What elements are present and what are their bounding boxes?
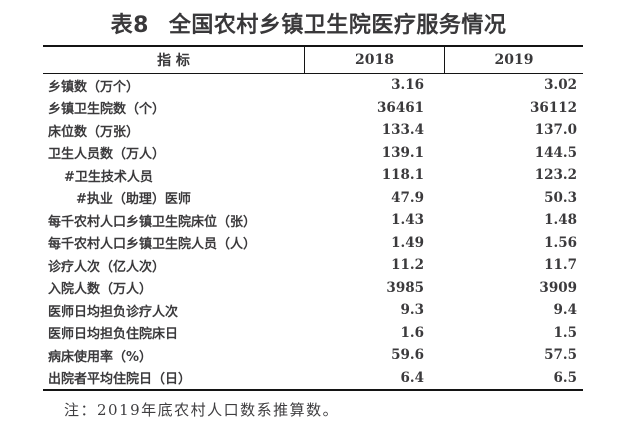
- value-2019-cell: 3909: [539, 279, 577, 296]
- table-body: 乡镇数（万个） 3.16 3.02 乡镇卫生院数（个） 36461 36112 …: [43, 74, 583, 389]
- table-header-row: 指 标 2018 2019: [43, 47, 583, 74]
- table-title: 表8 全国农村乡镇卫生院医疗服务情况: [0, 7, 617, 39]
- indicator-cell: 乡镇卫生院数（个）: [48, 102, 166, 118]
- indicator-cell: 医师日均担负住院床日: [48, 327, 179, 343]
- value-2018-cell: 6.4: [400, 369, 425, 386]
- value-2018-cell: 3.16: [391, 77, 424, 94]
- value-2019-cell: 137.0: [534, 122, 577, 139]
- value-2018-cell: 36461: [377, 99, 424, 116]
- table-row: 卫生人员数（万人） 139.1 144.5: [43, 142, 583, 165]
- table-row: 医师日均担负住院床日 1.6 1.5: [43, 322, 583, 345]
- indicator-cell: 每千农村人口乡镇卫生院床位（张）: [48, 214, 257, 230]
- indicator-cell: 每千农村人口乡镇卫生院人员（人）: [48, 237, 257, 253]
- indicator-cell: 卫生人员数（万人）: [48, 147, 166, 163]
- value-2018-cell: 1.43: [391, 212, 424, 229]
- table-row: 床位数（万张） 133.4 137.0: [43, 119, 583, 142]
- indicator-cell: 床位数（万张）: [48, 124, 140, 140]
- value-2018-cell: 11.2: [391, 257, 424, 274]
- table-row: #卫生技术人员 118.1 123.2: [43, 164, 583, 187]
- value-2018-cell: 1.49: [391, 234, 424, 251]
- value-2018-cell: 47.9: [391, 189, 424, 206]
- value-2018-cell: 139.1: [381, 144, 424, 161]
- value-2019-cell: 1.48: [544, 212, 577, 229]
- indicator-cell: 病床使用率（%）: [48, 349, 153, 365]
- indicator-cell: 入院人数（万人）: [48, 282, 153, 298]
- table-number: 表8: [110, 13, 149, 38]
- value-2019-cell: 50.3: [544, 189, 577, 206]
- value-2018-cell: 3985: [386, 279, 424, 296]
- value-2019-cell: 9.4: [553, 302, 578, 319]
- table-row: 每千农村人口乡镇卫生院床位（张） 1.43 1.48: [43, 209, 583, 232]
- value-2019-cell: 1.56: [544, 234, 577, 251]
- value-2019-cell: 36112: [530, 99, 577, 116]
- value-2019-cell: 123.2: [534, 167, 577, 184]
- value-2018-cell: 9.3: [400, 302, 425, 319]
- table-row: 诊疗人次（亿人次） 11.2 11.7: [43, 254, 583, 277]
- table-row: 病床使用率（%） 59.6 57.5: [43, 344, 583, 367]
- table-row: 乡镇数（万个） 3.16 3.02: [43, 74, 583, 97]
- header-cell-2019: 2019: [444, 47, 583, 73]
- indicator-cell: 医师日均担负诊疗人次: [48, 304, 179, 320]
- table-row: #执业（助理）医师 47.9 50.3: [43, 187, 583, 210]
- statistics-table: 指 标 2018 2019 乡镇数（万个） 3.16 3.02 乡镇卫生院数（个…: [43, 45, 583, 391]
- table-title-text: 全国农村乡镇卫生院医疗服务情况: [168, 13, 507, 38]
- value-2019-cell: 1.5: [553, 324, 578, 341]
- header-cell-2018: 2018: [304, 47, 444, 73]
- value-2018-cell: 59.6: [391, 347, 424, 364]
- footnote: 注：2019年底农村人口数系推算数。: [64, 401, 340, 419]
- value-2019-cell: 3.02: [544, 77, 577, 94]
- value-2019-cell: 6.5: [553, 369, 578, 386]
- value-2018-cell: 1.6: [400, 324, 425, 341]
- indicator-cell: 诊疗人次（亿人次）: [48, 259, 166, 275]
- value-2019-cell: 11.7: [544, 257, 577, 274]
- table-row: 入院人数（万人） 3985 3909: [43, 277, 583, 300]
- indicator-cell: #执业（助理）医师: [76, 192, 191, 208]
- indicator-cell: 出院者平均住院日（日）: [48, 372, 192, 388]
- value-2018-cell: 133.4: [381, 122, 424, 139]
- table-row: 出院者平均住院日（日） 6.4 6.5: [43, 367, 583, 390]
- value-2018-cell: 118.1: [381, 167, 424, 184]
- header-cell-indicator: 指 标: [157, 53, 190, 69]
- value-2019-cell: 144.5: [534, 144, 577, 161]
- table-row: 每千农村人口乡镇卫生院人员（人） 1.49 1.56: [43, 232, 583, 255]
- table-row: 乡镇卫生院数（个） 36461 36112: [43, 97, 583, 120]
- indicator-cell: #卫生技术人员: [64, 169, 153, 185]
- value-2019-cell: 57.5: [544, 347, 577, 364]
- table-row: 医师日均担负诊疗人次 9.3 9.4: [43, 299, 583, 322]
- indicator-cell: 乡镇数（万个）: [48, 79, 140, 95]
